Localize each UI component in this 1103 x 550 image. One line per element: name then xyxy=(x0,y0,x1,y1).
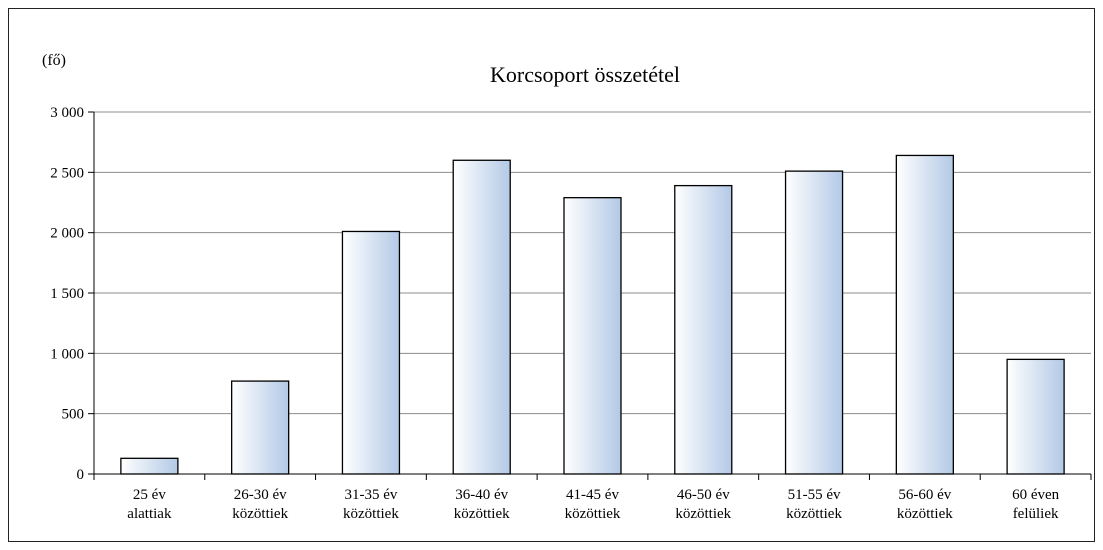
x-tick-label: 56-60 év közöttiek xyxy=(897,487,953,522)
bar xyxy=(120,457,179,475)
y-tick-label: 1 000 xyxy=(50,346,84,362)
x-tick-label: 60 éven felüliek xyxy=(1012,487,1060,522)
y-axis: 0 500 1 000 1 500 2 000 2 500 3 000 xyxy=(50,105,95,483)
chart-title: Korcsoport összetétel xyxy=(490,62,680,87)
x-tick-label: 26-30 év közöttiek xyxy=(232,487,288,522)
y-tick-label: 2 000 xyxy=(50,226,84,242)
bar xyxy=(452,159,511,475)
y-tick-label: 500 xyxy=(62,407,85,423)
bar xyxy=(895,154,954,475)
x-tick-label: 41-45 év közöttiek xyxy=(565,487,621,522)
y-unit-label: (fő) xyxy=(42,52,66,69)
bar xyxy=(1006,358,1065,475)
bars xyxy=(120,154,1065,475)
y-tick-label: 1 500 xyxy=(50,286,84,302)
y-tick-label: 2 500 xyxy=(50,165,84,181)
y-tick-label: 3 000 xyxy=(50,105,84,121)
bar xyxy=(563,197,622,475)
bar xyxy=(784,170,844,475)
x-axis: 25 év alattiak 26-30 év közöttiek 31-35 év kö… xyxy=(93,473,1092,522)
x-tick-label: 51-55 év közöttiek xyxy=(786,487,842,522)
bar xyxy=(341,230,401,475)
bar xyxy=(674,184,733,475)
y-tick-label: 0 xyxy=(77,467,85,483)
x-tick-label: 31-35 év közöttiek xyxy=(343,487,399,522)
x-tick-label: 46-50 év közöttiek xyxy=(675,487,731,522)
x-tick-label: 36-40 év közöttiek xyxy=(454,487,510,522)
bar xyxy=(231,380,290,475)
x-tick-label: 25 év alattiak xyxy=(127,487,172,522)
